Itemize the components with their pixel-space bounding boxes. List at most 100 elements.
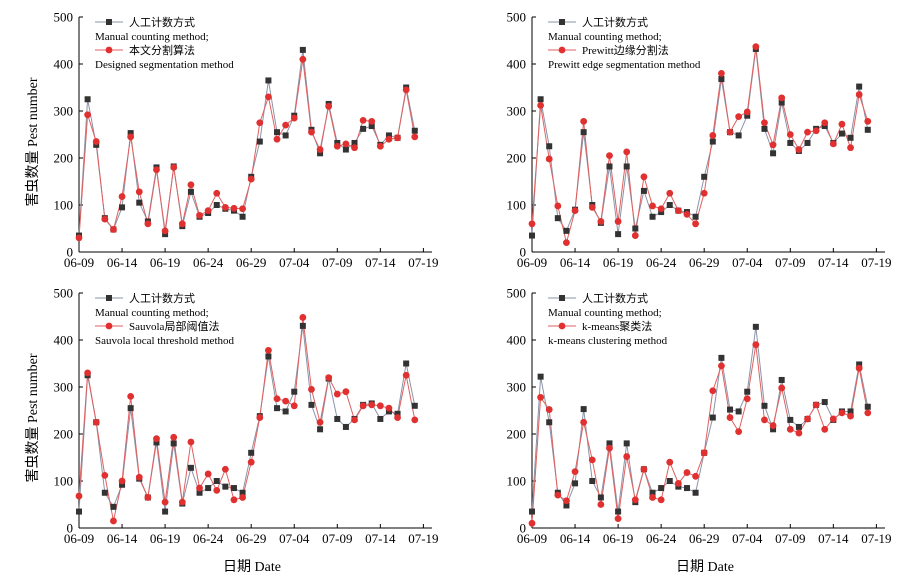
x-tick-label: 07-19 <box>408 255 438 270</box>
y-tick-label: 200 <box>507 151 527 166</box>
data-point-method <box>308 385 315 393</box>
data-point-method <box>368 401 376 409</box>
data-point-method <box>135 473 143 481</box>
data-point-method <box>545 406 553 413</box>
data-point-method <box>325 374 333 381</box>
x-tick-label: 06-09 <box>64 255 94 270</box>
data-point-manual <box>709 414 716 421</box>
data-point-manual <box>856 361 863 368</box>
data-point-manual <box>666 478 673 484</box>
data-point-method <box>221 203 229 211</box>
data-point-manual <box>368 123 375 130</box>
data-point-manual <box>360 125 367 132</box>
data-point-method <box>537 393 545 401</box>
data-point-manual <box>101 489 108 496</box>
data-point-method <box>394 414 401 421</box>
data-point-manual <box>529 232 535 239</box>
data-point-manual <box>299 46 306 53</box>
data-point-method <box>606 444 613 452</box>
data-point-method <box>92 138 100 145</box>
data-point-manual <box>213 202 220 208</box>
data-point-method <box>666 189 674 197</box>
data-point-method <box>230 496 238 504</box>
data-point-manual <box>649 213 656 220</box>
legend-manual-cn: 人工计数方式 <box>129 291 195 305</box>
data-point-manual <box>615 231 622 238</box>
legend-manual-marker <box>106 19 112 25</box>
data-point-method <box>239 494 246 501</box>
x-tick-label: 06-14 <box>560 531 591 546</box>
data-point-manual <box>761 125 768 132</box>
x-tick-label: 06-24 <box>646 531 677 546</box>
data-point-method <box>640 173 648 181</box>
data-point-manual <box>572 480 579 487</box>
data-point-manual <box>606 163 613 170</box>
data-point-method <box>299 314 307 321</box>
data-point-method <box>812 401 820 409</box>
x-tick-label: 07-14 <box>365 531 396 546</box>
data-point-method <box>316 146 324 153</box>
data-point-manual <box>701 173 708 180</box>
x-tick-label: 06-24 <box>193 531 224 546</box>
data-point-method <box>273 135 281 143</box>
data-point-manual <box>752 323 759 330</box>
data-point-method <box>804 415 811 423</box>
legend-manual-cn: 人工计数方式 <box>582 15 648 29</box>
legend-manual-en: Manual counting method; <box>548 307 662 319</box>
data-point-manual <box>351 139 358 146</box>
y-tick-label: 100 <box>507 474 527 489</box>
data-point-manual <box>744 112 751 119</box>
data-point-manual <box>282 408 289 415</box>
data-point-manual <box>265 77 272 84</box>
data-point-method <box>769 422 777 429</box>
data-point-method <box>692 472 699 480</box>
data-point-method <box>597 501 605 508</box>
x-tick-label: 07-09 <box>775 255 805 270</box>
x-tick-label: 06-09 <box>64 531 94 546</box>
y-axis-label-bottom: 害虫数量 Pest number <box>25 353 41 482</box>
data-point-method <box>170 164 178 171</box>
x-tick-label: 06-19 <box>603 255 633 270</box>
data-point-method <box>769 141 777 149</box>
data-point-method <box>394 134 401 142</box>
data-point-manual <box>597 494 604 501</box>
series-line-method <box>78 59 416 238</box>
data-point-manual <box>342 423 349 430</box>
x-tick-label: 06-09 <box>517 255 547 270</box>
legend-method-cn: k-means聚类法 <box>582 319 652 333</box>
x-tick-label: 06-14 <box>560 255 591 270</box>
series-line-method <box>531 344 869 524</box>
data-point-manual <box>864 126 871 133</box>
data-point-manual <box>205 485 212 492</box>
data-point-manual <box>187 188 194 195</box>
data-point-method <box>351 144 358 152</box>
legend-method-en: Designed segmentation method <box>95 59 234 71</box>
y-tick-label: 500 <box>507 286 527 301</box>
data-point-method <box>864 409 872 417</box>
data-point-method <box>580 418 588 426</box>
data-point-method <box>221 465 229 473</box>
data-point-method <box>127 393 135 400</box>
data-point-method <box>657 205 665 213</box>
data-point-method <box>580 117 588 125</box>
x-tick-label: 06-29 <box>236 531 266 546</box>
data-point-method <box>411 416 419 424</box>
data-point-manual <box>864 403 871 410</box>
data-point-method <box>829 140 837 148</box>
x-tick-label: 06-14 <box>107 255 138 270</box>
data-point-method <box>571 207 579 215</box>
data-point-method <box>666 458 674 466</box>
data-point-method <box>700 449 708 457</box>
legend-method-cn: 本文分割算法 <box>129 43 195 57</box>
x-tick-label: 07-19 <box>861 531 891 546</box>
data-point-method <box>752 43 760 51</box>
data-point-method <box>368 117 376 125</box>
y-tick-label: 400 <box>54 57 74 72</box>
data-point-manual <box>299 322 306 329</box>
data-point-method <box>735 113 743 121</box>
data-point-method <box>84 111 92 119</box>
x-tick-label: 07-14 <box>365 255 396 270</box>
data-point-method <box>342 388 350 396</box>
data-point-method <box>855 364 863 372</box>
data-point-method <box>614 515 622 522</box>
